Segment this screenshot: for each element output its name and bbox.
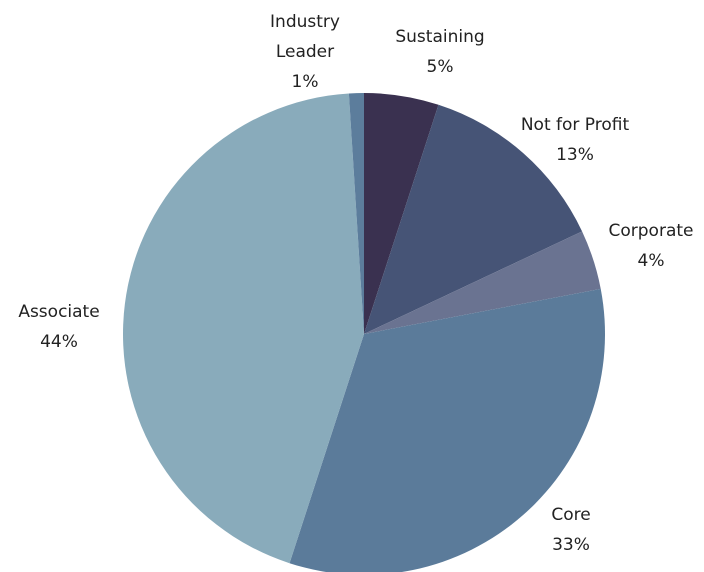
category-label: Associate	[18, 302, 100, 322]
value-label: 5%	[426, 57, 454, 77]
value-label: 13%	[556, 145, 594, 165]
category-label: Corporate	[608, 221, 694, 241]
slice-label: Associate 44%	[18, 297, 99, 357]
pie-slice	[364, 93, 439, 334]
category-label: Industry Leader	[270, 12, 340, 62]
slice-label: Not for Profit 13%	[521, 110, 629, 170]
pie-slice	[289, 288, 605, 572]
slice-label: Corporate 4%	[609, 216, 694, 276]
pie-slice	[364, 231, 601, 334]
slice-label: Sustaining 5%	[395, 22, 484, 82]
slice-label: Core 33%	[551, 500, 590, 560]
pie-slice	[348, 93, 364, 334]
category-label: Sustaining	[395, 27, 485, 47]
value-label: 1%	[291, 72, 319, 92]
value-label: 44%	[40, 332, 78, 352]
pie-slice	[364, 104, 583, 334]
category-label: Core	[551, 505, 591, 525]
value-label: 33%	[552, 535, 590, 555]
category-label: Not for Profit	[520, 115, 630, 135]
slice-label: Industry Leader 1%	[255, 7, 355, 97]
value-label: 4%	[637, 251, 665, 271]
pie-slice	[122, 93, 364, 564]
